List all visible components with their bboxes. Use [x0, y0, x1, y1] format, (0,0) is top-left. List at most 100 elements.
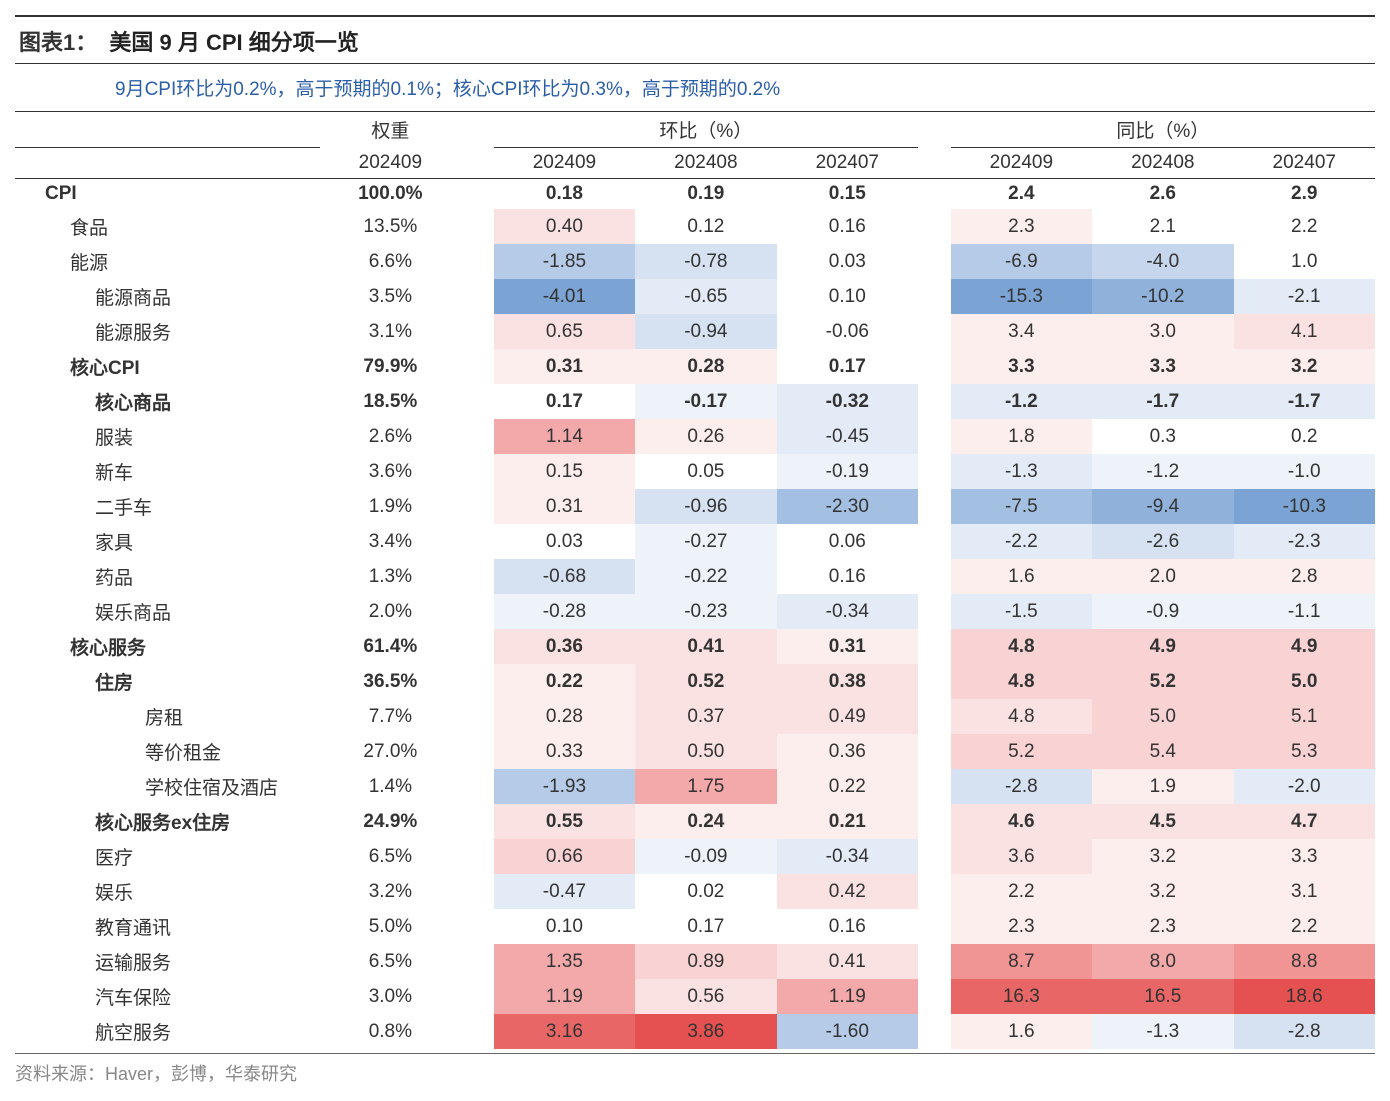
- cell-mom: 0.28: [635, 349, 776, 384]
- cell-yoy: 0.2: [1234, 419, 1376, 454]
- chart-title: 图表1： 美国 9 月 CPI 细分项一览: [15, 15, 1375, 63]
- cell-yoy: 18.6: [1234, 979, 1376, 1014]
- cell-mom: 0.33: [494, 734, 635, 769]
- cell-yoy: 5.0: [1092, 699, 1233, 734]
- cell-mom: 1.19: [494, 979, 635, 1014]
- row-label: 服装: [15, 419, 320, 454]
- cell-mom: 0.22: [494, 664, 635, 699]
- cell-yoy: 5.3: [1234, 734, 1376, 769]
- title-text: 美国 9 月 CPI 细分项一览: [109, 30, 358, 55]
- cell-yoy: 3.2: [1234, 349, 1376, 384]
- col-yoy: 同比（%）: [951, 112, 1375, 148]
- cell-mom: 0.41: [635, 629, 776, 664]
- cell-yoy: 3.3: [951, 349, 1092, 384]
- cell-mom: 0.31: [494, 489, 635, 524]
- table-row: 汽车保险3.0%1.190.561.1916.316.518.6: [15, 979, 1375, 1014]
- cell-yoy: 16.5: [1092, 979, 1233, 1014]
- cell-yoy: -9.4: [1092, 489, 1233, 524]
- cell-yoy: -1.1: [1234, 594, 1376, 629]
- cell-yoy: 4.8: [951, 664, 1092, 699]
- cell-weight: 6.6%: [320, 244, 461, 279]
- table-row: 教育通讯5.0%0.100.170.162.32.32.2: [15, 909, 1375, 944]
- cell-weight: 79.9%: [320, 349, 461, 384]
- cell-yoy: 4.8: [951, 699, 1092, 734]
- cell-mom: -0.09: [635, 839, 776, 874]
- row-label: 能源: [15, 244, 320, 279]
- cell-yoy: 5.0: [1234, 664, 1376, 699]
- cell-yoy: 5.4: [1092, 734, 1233, 769]
- cell-yoy: 4.7: [1234, 804, 1376, 839]
- cell-yoy: 3.0: [1092, 314, 1233, 349]
- cell-mom: 0.02: [635, 874, 776, 909]
- cell-yoy: -10.2: [1092, 279, 1233, 314]
- table-row: 药品1.3%-0.68-0.220.161.62.02.8: [15, 559, 1375, 594]
- cell-mom: 0.40: [494, 209, 635, 244]
- cell-yoy: 4.9: [1234, 629, 1376, 664]
- row-label: 学校住宿及酒店: [15, 769, 320, 804]
- cell-yoy: 1.6: [951, 559, 1092, 594]
- cell-weight: 3.1%: [320, 314, 461, 349]
- table-row: 等价租金27.0%0.330.500.365.25.45.3: [15, 734, 1375, 769]
- cell-mom: 0.03: [494, 524, 635, 559]
- cell-yoy: 4.6: [951, 804, 1092, 839]
- cell-mom: 3.16: [494, 1014, 635, 1049]
- cell-mom: 0.31: [777, 629, 918, 664]
- cell-mom: 0.05: [635, 454, 776, 489]
- cell-yoy: 1.0: [1234, 244, 1376, 279]
- table-row: 能源6.6%-1.85-0.780.03-6.9-4.01.0: [15, 244, 1375, 279]
- period-weight: 202409: [320, 148, 461, 179]
- cell-mom: -0.45: [777, 419, 918, 454]
- cell-yoy: 1.9: [1092, 769, 1233, 804]
- row-label: CPI: [15, 179, 320, 210]
- row-label: 航空服务: [15, 1014, 320, 1049]
- cell-mom: 0.31: [494, 349, 635, 384]
- cell-mom: -0.19: [777, 454, 918, 489]
- source-note: 资料来源：Haver，彭博，华泰研究: [15, 1053, 1375, 1086]
- cell-mom: 0.36: [777, 734, 918, 769]
- cell-yoy: 4.1: [1234, 314, 1376, 349]
- cell-weight: 0.8%: [320, 1014, 461, 1049]
- table-row: 核心服务ex住房24.9%0.550.240.214.64.54.7: [15, 804, 1375, 839]
- cell-weight: 3.4%: [320, 524, 461, 559]
- cell-mom: 0.16: [777, 209, 918, 244]
- cell-weight: 1.4%: [320, 769, 461, 804]
- cell-weight: 1.9%: [320, 489, 461, 524]
- col-blank: [15, 112, 320, 148]
- cell-mom: -4.01: [494, 279, 635, 314]
- cell-weight: 2.6%: [320, 419, 461, 454]
- row-label: 住房: [15, 664, 320, 699]
- cell-mom: 0.37: [635, 699, 776, 734]
- cell-mom: 0.89: [635, 944, 776, 979]
- cell-yoy: -1.3: [1092, 1014, 1233, 1049]
- cell-yoy: -1.7: [1092, 384, 1233, 419]
- cell-weight: 3.5%: [320, 279, 461, 314]
- cell-yoy: 5.2: [951, 734, 1092, 769]
- cell-mom: 0.26: [635, 419, 776, 454]
- cell-yoy: 2.3: [951, 909, 1092, 944]
- table-row: CPI100.0%0.180.190.152.42.62.9: [15, 179, 1375, 210]
- cell-yoy: -1.3: [951, 454, 1092, 489]
- cell-mom: -2.30: [777, 489, 918, 524]
- cell-yoy: 5.2: [1092, 664, 1233, 699]
- row-label: 房租: [15, 699, 320, 734]
- cell-yoy: 2.1: [1092, 209, 1233, 244]
- row-label: 核心商品: [15, 384, 320, 419]
- cell-mom: 0.28: [494, 699, 635, 734]
- cell-yoy: 2.2: [1234, 209, 1376, 244]
- cell-mom: -0.22: [635, 559, 776, 594]
- cell-yoy: -2.1: [1234, 279, 1376, 314]
- period-mom-1: 202408: [635, 148, 776, 179]
- cell-mom: 3.86: [635, 1014, 776, 1049]
- row-label: 核心服务ex住房: [15, 804, 320, 839]
- cell-yoy: 2.3: [951, 209, 1092, 244]
- cell-mom: 0.49: [777, 699, 918, 734]
- cell-mom: 0.17: [777, 349, 918, 384]
- cell-mom: 0.19: [635, 179, 776, 210]
- cell-yoy: -7.5: [951, 489, 1092, 524]
- row-label: 新车: [15, 454, 320, 489]
- cell-yoy: 1.6: [951, 1014, 1092, 1049]
- cell-yoy: 16.3: [951, 979, 1092, 1014]
- cell-mom: 1.35: [494, 944, 635, 979]
- cell-yoy: 3.1: [1234, 874, 1376, 909]
- cell-mom: -0.47: [494, 874, 635, 909]
